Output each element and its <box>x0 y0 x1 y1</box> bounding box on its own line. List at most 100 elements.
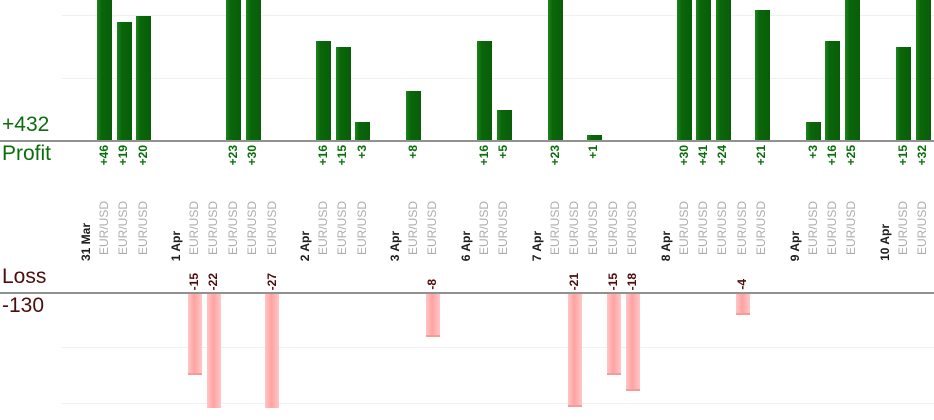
profit-bar <box>548 0 564 141</box>
loss-value-label: -22 <box>206 272 221 290</box>
loss-bar <box>626 293 641 391</box>
instrument-label: EUR/USD <box>547 200 562 255</box>
profit-axis-label: Profit <box>2 142 52 165</box>
profit-value-wrap: +30 <box>675 145 694 165</box>
instrument-label: EUR/USD <box>96 200 111 255</box>
profit-value-label: +16 <box>824 145 839 166</box>
profit-value-label: +25 <box>844 145 859 166</box>
profit-bar <box>135 16 151 141</box>
instrument-label: EUR/USD <box>754 200 769 255</box>
loss-value-label: -15 <box>605 272 620 290</box>
profit-value-wrap: +41 <box>694 145 713 165</box>
profit-bar-zone <box>894 0 913 141</box>
profit-value-label: +23 <box>225 145 240 166</box>
instrument-label-wrap: EUR/USD <box>134 201 153 255</box>
date-label-wrap: 6 Apr <box>459 231 475 261</box>
instrument-label-wrap: EUR/USD <box>185 201 204 255</box>
instrument-label-wrap: EUR/USD <box>475 201 494 255</box>
profit-value-wrap: +15 <box>334 145 353 165</box>
profit-bar-zone <box>823 0 842 141</box>
date-label: 9 Apr <box>787 230 802 261</box>
trade-column: +23 EUR/USD <box>546 0 565 420</box>
instrument-label-wrap: EUR/USD <box>224 201 243 255</box>
profit-value-label: +15 <box>335 145 350 166</box>
instrument-label-wrap: EUR/USD <box>114 201 133 255</box>
trade-column: +30 EUR/USD <box>675 0 694 420</box>
date-group: 7 Apr +23 EUR/USD -21 EUR/USD +1 EUR/USD -15 EUR… <box>530 0 643 420</box>
trade-column: +25 EUR/USD <box>843 0 862 420</box>
date-group: 31 Mar +46 EUR/USD +19 EUR/USD +20 EUR/USD <box>79 0 153 420</box>
instrument-label: EUR/USD <box>676 200 691 255</box>
instrument-label-wrap: EUR/USD <box>752 201 771 255</box>
date-label: 1 Apr <box>169 230 184 261</box>
date-label-wrap: 2 Apr <box>298 231 314 261</box>
instrument-label: EUR/USD <box>186 200 201 255</box>
profit-value-label: +20 <box>135 145 150 166</box>
date-label-wrap: 8 Apr <box>659 231 675 261</box>
instrument-label-wrap: EUR/USD <box>565 201 584 255</box>
date-label: 7 Apr <box>529 230 544 261</box>
profit-value-label: +8 <box>406 145 421 159</box>
profit-bar-zone <box>404 0 423 141</box>
profit-value-wrap: +20 <box>134 145 153 165</box>
trade-column: +3 EUR/USD <box>353 0 372 420</box>
instrument-label: EUR/USD <box>915 200 930 255</box>
instrument-label: EUR/USD <box>696 200 710 255</box>
profit-value-label: +5 <box>496 145 511 159</box>
profit-bar-zone <box>694 0 713 141</box>
instrument-label-wrap: EUR/USD <box>804 201 823 255</box>
profit-value-wrap: +46 <box>95 145 114 165</box>
profit-bar <box>915 0 931 141</box>
profit-bar-zone <box>585 0 604 141</box>
profit-value-wrap: +16 <box>475 145 494 165</box>
loss-value-label: -4 <box>734 279 749 290</box>
instrument-label-wrap: EUR/USD <box>334 201 353 255</box>
instrument-label-wrap: EUR/USD <box>913 201 932 255</box>
loss-bar-zone <box>424 293 443 408</box>
profit-axis-line <box>0 140 934 142</box>
instrument-label: EUR/USD <box>586 200 601 255</box>
trade-column: +41 EUR/USD <box>694 0 713 420</box>
profit-value-wrap: +21 <box>752 145 771 165</box>
profit-value-wrap: +5 <box>494 145 513 159</box>
trade-columns: 31 Mar +46 EUR/USD +19 EUR/USD +20 EUR/USD 1 Ap… <box>79 0 933 420</box>
profit-value-wrap: +32 <box>913 145 932 165</box>
date-label-wrap: 3 Apr <box>388 231 404 261</box>
date-column: 1 Apr <box>169 0 185 420</box>
date-group: 10 Apr +15 EUR/USD +32 EUR/USD <box>878 0 933 420</box>
date-column: 31 Mar <box>79 0 95 420</box>
profit-bar-zone <box>804 0 823 141</box>
profit-value-label: +46 <box>96 145 111 166</box>
profit-bar-zone <box>134 0 153 141</box>
date-label-wrap: 7 Apr <box>530 231 546 261</box>
date-label: 8 Apr <box>658 230 673 261</box>
instrument-label: EUR/USD <box>824 200 839 255</box>
date-label-wrap: 10 Apr <box>878 224 894 261</box>
trade-column: +16 EUR/USD <box>823 0 842 420</box>
loss-value-wrap: -21 <box>565 273 584 290</box>
trade-column: +30 EUR/USD <box>243 0 262 420</box>
date-label-wrap: 9 Apr <box>788 231 804 261</box>
profit-value-wrap: +23 <box>546 145 565 165</box>
profit-bar <box>226 0 242 141</box>
trade-column: +16 EUR/USD <box>314 0 333 420</box>
loss-value-label: -21 <box>567 272 582 290</box>
instrument-label-wrap: EUR/USD <box>243 201 262 255</box>
profit-bar-zone <box>546 0 565 141</box>
instrument-label-wrap: EUR/USD <box>263 201 282 255</box>
instrument-label-wrap: EUR/USD <box>546 201 565 255</box>
trade-column: -4 EUR/USD <box>733 0 752 420</box>
instrument-label-wrap: EUR/USD <box>894 201 913 255</box>
profit-bar <box>116 22 132 141</box>
profit-value-label: +15 <box>895 145 910 166</box>
loss-bar-zone <box>733 293 752 408</box>
instrument-label-wrap: EUR/USD <box>823 201 842 255</box>
trade-column: +5 EUR/USD <box>494 0 513 420</box>
loss-value-wrap: -8 <box>424 279 443 290</box>
profit-bar <box>245 0 261 141</box>
profit-bar <box>715 0 731 141</box>
instrument-label: EUR/USD <box>315 200 330 255</box>
profit-bar <box>406 91 422 141</box>
instrument-label: EUR/USD <box>476 200 491 255</box>
profit-bar-zone <box>353 0 372 141</box>
